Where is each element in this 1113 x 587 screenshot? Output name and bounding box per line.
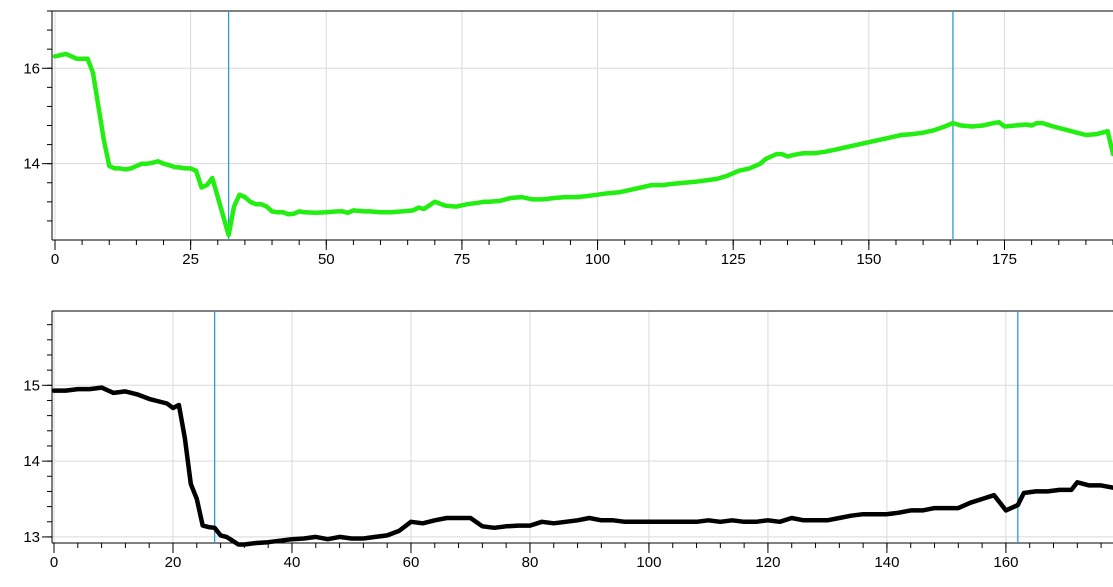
x-tick-label: 75 [454,251,471,268]
y-tick-label: 15 [23,377,40,394]
x-tick-label: 40 [284,554,301,571]
y-tick-label: 14 [23,453,40,470]
x-tick-label: 140 [874,554,899,571]
chart-panel-2: 0 20 40 60 80 100 120 140 160 13 14 15 [23,310,1113,571]
y-tick-label: 14 [23,156,40,173]
x-tick-label: 0 [51,251,59,268]
x-tick-label: 120 [755,554,780,571]
x-tick-label: 20 [165,554,182,571]
x-tick-label: 125 [721,251,746,268]
x-tick-label: 100 [636,554,661,571]
x-tick-label: 150 [856,251,881,268]
y-tick-label: 16 [23,60,40,77]
x-tick-label: 100 [585,251,610,268]
x-tick-label: 60 [403,554,420,571]
x-tick-label: 160 [993,554,1018,571]
series-line [51,385,1113,547]
x-tick-label: 0 [50,554,58,571]
x-tick-label: 50 [318,251,335,268]
x-tick-label: 25 [182,251,199,268]
chart-panel-1: 0 25 50 75 100 125 150 175 14 16 [23,10,1113,268]
x-tick-label: 175 [992,251,1017,268]
series-line [52,51,1113,238]
y-tick-label: 13 [23,529,40,546]
x-tick-label: 80 [522,554,539,571]
